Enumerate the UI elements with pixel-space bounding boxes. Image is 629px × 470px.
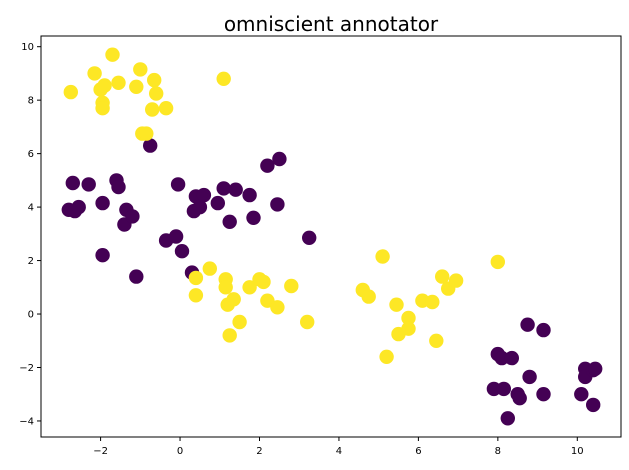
data-point-class-1 [379,349,394,364]
plot-frame [40,35,622,438]
data-point-class-1 [145,102,160,117]
data-point-class-0 [504,350,519,366]
data-point-class-0 [216,181,231,196]
x-tick-label: 4 [336,446,342,457]
data-point-class-1 [401,310,416,326]
data-point-class-1 [188,270,204,286]
data-point-class-1 [139,126,154,141]
data-point-class-1 [63,84,78,100]
data-point-class-0 [520,317,535,332]
data-point-class-0 [494,350,509,366]
data-point-class-0 [174,244,190,259]
data-point-class-0 [192,199,208,215]
x-tick-label: 10 [571,446,584,457]
data-point-class-1 [188,288,204,303]
data-point-class-0 [486,381,502,397]
y-tick-label: 10 [21,42,34,53]
data-point-class-0 [302,230,317,245]
data-point-class-0 [111,179,126,195]
data-point-class-1 [158,101,174,116]
x-tick-label: 8 [495,446,501,457]
data-point-class-1 [95,101,110,116]
data-point-class-0 [272,151,287,167]
data-point-class-1 [361,289,376,304]
y-tick-label: 6 [28,149,34,160]
data-point-class-1 [218,280,233,295]
data-point-class-1 [448,273,464,288]
data-point-class-0 [242,187,257,203]
data-point-class-1 [202,261,217,276]
data-point-class-0 [260,158,275,173]
data-point-class-0 [168,229,184,244]
data-point-class-1 [232,314,247,330]
data-point-class-0 [586,397,601,413]
data-point-class-1 [425,294,440,310]
x-axis: −2 0 2 4 6 8 10 [93,437,584,457]
data-point-class-1 [435,269,450,284]
x-tick-label: 0 [177,446,183,457]
x-tick-label: 6 [415,446,421,457]
data-point-class-0 [125,209,140,224]
data-point-class-1 [284,278,299,294]
data-point-class-1 [129,79,144,95]
data-point-class-0 [500,411,515,426]
data-point-class-0 [143,138,158,153]
y-tick-label: 8 [28,96,34,107]
data-point-class-0 [522,369,537,385]
data-point-class-1 [105,47,120,62]
data-point-class-0 [536,387,551,402]
data-point-class-1 [87,66,102,81]
y-axis: −4 −2 0 2 4 6 8 10 [19,42,41,427]
y-tick-label: 2 [28,256,34,267]
data-point-class-0 [81,177,96,192]
data-point-class-1 [133,62,148,77]
chart-title: omniscient annotator [224,12,439,36]
y-tick-label: −4 [19,416,34,427]
y-tick-label: 0 [28,310,34,321]
x-tick-label: −2 [93,446,108,457]
data-point-class-0 [65,175,81,191]
points-layer [61,47,603,426]
data-point-class-0 [222,214,237,229]
data-point-class-1 [226,292,241,307]
data-point-class-0 [588,361,603,376]
data-point-class-1 [389,297,404,312]
data-point-class-0 [129,269,144,284]
data-point-class-0 [170,177,186,192]
data-point-class-1 [270,300,285,315]
data-point-class-0 [95,195,110,211]
data-point-class-0 [210,195,225,211]
data-point-class-1 [401,321,416,336]
data-point-class-0 [270,197,285,212]
data-point-class-1 [111,75,126,91]
data-point-class-1 [242,280,257,295]
data-point-class-1 [216,71,231,87]
x-tick-label: 2 [256,446,262,457]
data-point-class-0 [574,387,589,402]
data-point-class-0 [512,391,527,406]
y-tick-label: 4 [28,203,34,214]
data-point-class-1 [256,274,271,290]
data-point-class-0 [536,322,551,338]
data-point-class-1 [97,78,112,93]
data-point-class-0 [95,248,110,263]
data-point-class-1 [300,314,315,330]
data-point-class-1 [429,333,444,348]
data-point-class-0 [246,210,261,225]
y-tick-label: −2 [19,363,34,374]
data-point-class-1 [222,328,237,343]
data-point-class-1 [149,86,164,101]
data-point-class-1 [490,254,505,270]
data-point-class-0 [71,199,86,215]
data-point-class-0 [196,187,212,203]
data-point-class-0 [496,381,511,397]
data-point-class-1 [375,249,390,264]
data-point-class-1 [147,72,162,88]
data-point-class-0 [228,182,243,197]
